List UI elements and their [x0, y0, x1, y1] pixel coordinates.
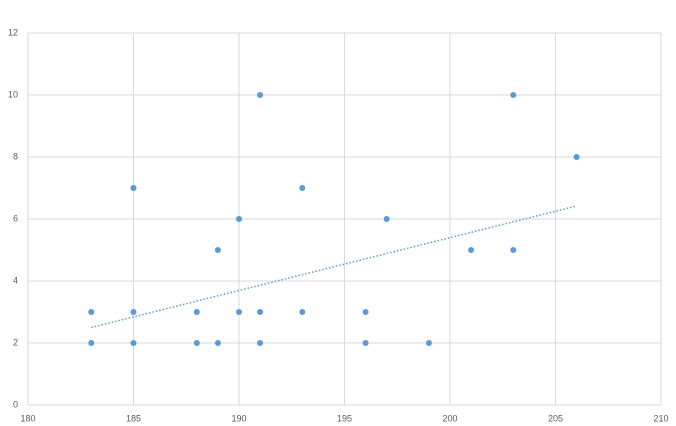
- point: [383, 216, 390, 222]
- point: [573, 154, 580, 160]
- point: [236, 216, 242, 222]
- point: [257, 340, 264, 346]
- x-tick-label: 190: [231, 413, 246, 423]
- x-tick-label: 195: [337, 413, 352, 423]
- point: [88, 309, 95, 315]
- y-tick-label: 6: [13, 213, 18, 223]
- point: [362, 309, 369, 315]
- point: [257, 309, 264, 315]
- point: [130, 185, 137, 191]
- point: [193, 340, 200, 346]
- x-tick-label: 185: [126, 413, 141, 423]
- point: [299, 309, 306, 315]
- x-tick-label: 180: [20, 413, 35, 423]
- point: [425, 340, 432, 346]
- y-tick-label: 0: [13, 399, 18, 409]
- point: [214, 340, 221, 346]
- point: [510, 247, 517, 253]
- x-tick-label: 205: [548, 413, 563, 423]
- point: [362, 340, 369, 346]
- x-tick-label: 200: [442, 413, 457, 423]
- point: [510, 92, 517, 98]
- point: [214, 247, 221, 253]
- point: [88, 340, 95, 346]
- y-tick-label: 4: [13, 275, 18, 285]
- point: [236, 309, 242, 315]
- point: [130, 309, 137, 315]
- y-tick-label: 2: [13, 337, 18, 347]
- point: [257, 92, 264, 98]
- y-tick-label: 8: [13, 151, 18, 161]
- point: [299, 185, 306, 191]
- point: [130, 340, 137, 346]
- y-tick-label: 12: [8, 27, 18, 37]
- point: [193, 309, 200, 315]
- y-tick-label: 10: [8, 89, 18, 99]
- point: [468, 247, 475, 253]
- trendline: [91, 205, 577, 329]
- x-tick-label: 210: [653, 413, 668, 423]
